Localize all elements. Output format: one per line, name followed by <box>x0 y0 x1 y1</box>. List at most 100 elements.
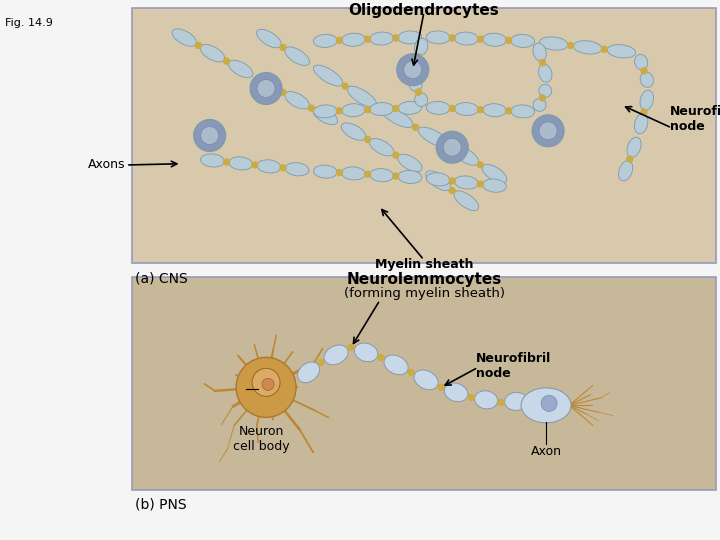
Ellipse shape <box>482 179 506 192</box>
Circle shape <box>224 159 230 165</box>
Circle shape <box>348 345 354 350</box>
Ellipse shape <box>409 78 422 91</box>
Ellipse shape <box>384 355 408 375</box>
Circle shape <box>280 44 286 50</box>
Ellipse shape <box>398 102 422 114</box>
Circle shape <box>308 105 314 111</box>
Circle shape <box>477 106 483 113</box>
Ellipse shape <box>539 37 568 50</box>
Ellipse shape <box>398 171 422 184</box>
Circle shape <box>541 395 557 411</box>
Circle shape <box>449 188 455 194</box>
Ellipse shape <box>370 168 394 181</box>
Ellipse shape <box>539 64 552 82</box>
Circle shape <box>236 357 296 417</box>
Text: (b) PNS: (b) PNS <box>135 497 186 511</box>
Ellipse shape <box>426 171 451 191</box>
Circle shape <box>252 368 280 396</box>
Circle shape <box>364 137 371 143</box>
Circle shape <box>601 46 608 52</box>
Ellipse shape <box>521 388 571 423</box>
Ellipse shape <box>539 84 552 97</box>
Ellipse shape <box>285 47 310 65</box>
Ellipse shape <box>409 58 422 76</box>
Ellipse shape <box>397 154 422 172</box>
Ellipse shape <box>511 35 534 48</box>
Circle shape <box>393 105 399 111</box>
Circle shape <box>195 43 202 49</box>
Circle shape <box>378 354 384 360</box>
Ellipse shape <box>172 29 197 46</box>
Circle shape <box>438 384 444 390</box>
Circle shape <box>641 109 647 115</box>
Ellipse shape <box>454 191 479 211</box>
Ellipse shape <box>414 370 438 390</box>
Circle shape <box>224 58 230 64</box>
Circle shape <box>413 124 418 130</box>
Ellipse shape <box>607 45 636 58</box>
Circle shape <box>627 156 633 162</box>
Ellipse shape <box>370 103 394 116</box>
Circle shape <box>404 60 422 79</box>
Circle shape <box>477 181 483 187</box>
Ellipse shape <box>426 31 450 44</box>
Bar <box>132 8 716 263</box>
Ellipse shape <box>640 72 654 87</box>
Ellipse shape <box>228 60 253 78</box>
Circle shape <box>364 106 371 113</box>
Circle shape <box>194 119 225 152</box>
Circle shape <box>336 108 343 114</box>
Ellipse shape <box>313 35 337 48</box>
Ellipse shape <box>398 31 422 44</box>
Text: Axons: Axons <box>88 159 125 172</box>
Circle shape <box>393 152 399 158</box>
Circle shape <box>436 131 468 163</box>
Ellipse shape <box>505 393 528 410</box>
Bar <box>132 277 716 490</box>
Ellipse shape <box>573 40 602 54</box>
Circle shape <box>336 170 343 176</box>
Ellipse shape <box>285 163 309 176</box>
Ellipse shape <box>482 104 506 117</box>
Circle shape <box>539 59 546 66</box>
Text: Fig. 14.9: Fig. 14.9 <box>5 18 53 28</box>
Ellipse shape <box>618 160 633 181</box>
Ellipse shape <box>347 86 377 107</box>
Ellipse shape <box>454 103 478 116</box>
Circle shape <box>393 173 399 179</box>
Circle shape <box>468 394 474 400</box>
Text: Myelin sheath: Myelin sheath <box>374 258 473 271</box>
Ellipse shape <box>426 102 450 114</box>
Text: Neurofibril
node: Neurofibril node <box>670 105 720 133</box>
Ellipse shape <box>342 33 365 46</box>
Circle shape <box>364 171 371 177</box>
Ellipse shape <box>634 114 648 134</box>
Ellipse shape <box>313 65 343 86</box>
Circle shape <box>408 369 414 375</box>
Ellipse shape <box>474 391 498 409</box>
Ellipse shape <box>313 105 337 118</box>
Ellipse shape <box>415 93 428 106</box>
Ellipse shape <box>229 157 253 170</box>
Ellipse shape <box>454 32 478 45</box>
Ellipse shape <box>640 90 654 110</box>
Circle shape <box>415 89 421 95</box>
Circle shape <box>498 400 504 406</box>
Ellipse shape <box>354 343 378 362</box>
Circle shape <box>342 83 348 89</box>
Ellipse shape <box>201 154 225 167</box>
Circle shape <box>364 36 371 42</box>
Circle shape <box>641 68 647 74</box>
Circle shape <box>449 105 455 111</box>
Ellipse shape <box>341 123 366 140</box>
Text: Neuron
cell body: Neuron cell body <box>233 426 289 454</box>
Circle shape <box>252 162 258 168</box>
Ellipse shape <box>200 45 225 62</box>
Circle shape <box>318 359 324 366</box>
Text: Oligodendrocytes: Oligodendrocytes <box>348 3 500 18</box>
Ellipse shape <box>370 32 394 45</box>
Circle shape <box>477 162 483 168</box>
Circle shape <box>336 37 343 43</box>
Ellipse shape <box>342 167 365 180</box>
Ellipse shape <box>533 99 546 111</box>
